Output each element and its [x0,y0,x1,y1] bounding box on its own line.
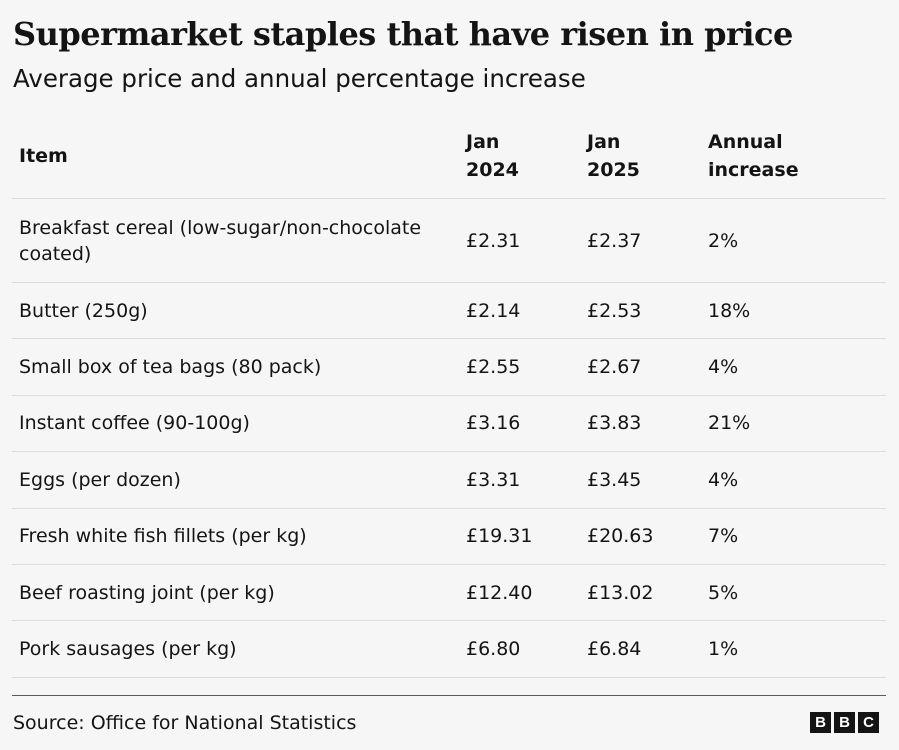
price-table: Item Jan 2024 Jan 2025 Annual increase B… [12,114,886,678]
table-row: Breakfast cereal (low-sugar/non-chocolat… [12,199,886,283]
column-header-item: Item [19,145,68,167]
jan-2025-price-cell: £13.02 [587,581,654,604]
jan-2025-price-cell: £2.53 [587,299,642,322]
annual-increase-cell: 5% [708,581,739,604]
column-header-jan-2025: Jan 2025 [587,131,640,181]
item-cell: Instant coffee (90-100g) [19,412,250,435]
table-row: Butter (250g) £2.14 £2.53 18% [12,283,886,340]
item-cell: Butter (250g) [19,299,148,322]
jan-2024-price-cell: £2.14 [466,299,521,322]
jan-2025-price-cell: £20.63 [587,525,654,548]
source-note: Source: Office for National Statistics [13,712,357,734]
bbc-logo: B B C [810,712,879,733]
jan-2024-price-cell: £6.80 [466,638,521,661]
jan-2025-price-cell: £2.67 [587,356,642,379]
jan-2025-price-cell: £6.84 [587,638,642,661]
item-cell: Pork sausages (per kg) [19,638,237,661]
jan-2024-price-cell: £2.31 [466,229,521,252]
table-row: Fresh white fish fillets (per kg) £19.31… [12,509,886,565]
annual-increase-cell: 4% [708,468,739,491]
footer-divider [12,695,886,696]
logo-letter-b1: B [810,712,831,733]
chart-title: Supermarket staples that have risen in p… [13,15,793,53]
table-row: Pork sausages (per kg) £6.80 £6.84 1% [12,621,886,678]
chart-subtitle: Average price and annual percentage incr… [13,64,586,93]
table-header-row: Item Jan 2024 Jan 2025 Annual increase [12,114,886,199]
item-cell: Breakfast cereal (low-sugar/non-chocolat… [19,216,422,265]
item-cell: Fresh white fish fillets (per kg) [19,525,307,548]
jan-2025-price-cell: £3.45 [587,468,642,491]
jan-2025-price-cell: £3.83 [587,412,642,435]
item-cell: Eggs (per dozen) [19,468,181,491]
table-row: Instant coffee (90-100g) £3.16 £3.83 21% [12,396,886,453]
logo-letter-b2: B [834,712,855,733]
annual-increase-cell: 4% [708,356,739,379]
jan-2024-price-cell: £3.16 [466,412,521,435]
jan-2024-price-cell: £2.55 [466,356,521,379]
jan-2024-price-cell: £19.31 [466,525,533,548]
logo-letter-c: C [858,712,879,733]
table-row: Small box of tea bags (80 pack) £2.55 £2… [12,339,886,396]
annual-increase-cell: 2% [708,229,739,252]
table-row: Eggs (per dozen) £3.31 £3.45 4% [12,452,886,509]
jan-2024-price-cell: £3.31 [466,468,521,491]
item-cell: Beef roasting joint (per kg) [19,581,275,604]
annual-increase-cell: 21% [708,412,751,435]
column-header-jan-2024: Jan 2024 [466,131,519,181]
column-header-annual-increase: Annual increase [708,131,799,181]
item-cell: Small box of tea bags (80 pack) [19,356,322,379]
jan-2025-price-cell: £2.37 [587,229,642,252]
table-row: Beef roasting joint (per kg) £12.40 £13.… [12,565,886,622]
annual-increase-cell: 18% [708,299,751,322]
annual-increase-cell: 7% [708,525,739,548]
annual-increase-cell: 1% [708,638,739,661]
jan-2024-price-cell: £12.40 [466,581,533,604]
